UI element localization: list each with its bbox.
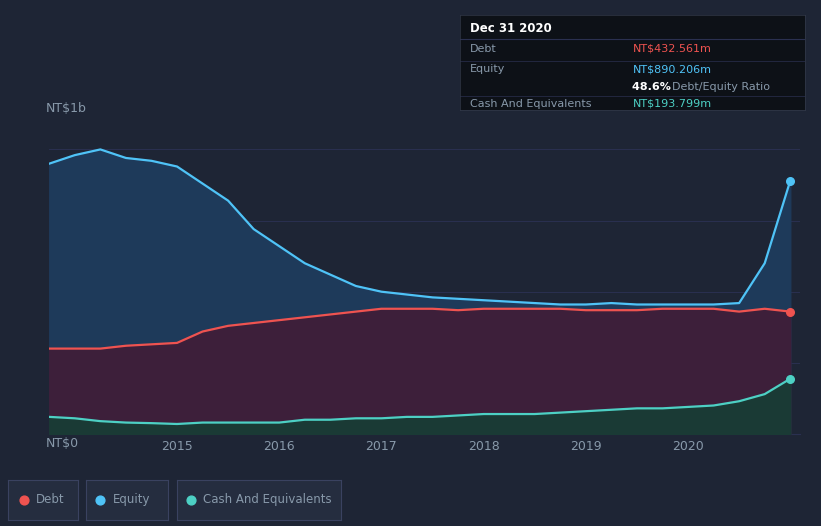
Point bbox=[784, 177, 797, 185]
Text: NT$1b: NT$1b bbox=[45, 102, 86, 115]
Point bbox=[784, 375, 797, 383]
Text: Equity: Equity bbox=[112, 493, 150, 507]
Text: Cash And Equivalents: Cash And Equivalents bbox=[470, 98, 592, 108]
Text: Cash And Equivalents: Cash And Equivalents bbox=[203, 493, 332, 507]
Text: NT$0: NT$0 bbox=[45, 437, 79, 450]
Text: NT$432.561m: NT$432.561m bbox=[632, 44, 711, 54]
Point bbox=[784, 307, 797, 316]
Text: 48.6%: 48.6% bbox=[632, 83, 675, 93]
Point bbox=[17, 495, 30, 504]
Text: NT$193.799m: NT$193.799m bbox=[632, 98, 712, 108]
Text: NT$890.206m: NT$890.206m bbox=[632, 64, 712, 74]
Text: Debt/Equity Ratio: Debt/Equity Ratio bbox=[672, 83, 770, 93]
Text: Debt: Debt bbox=[470, 44, 497, 54]
Text: Dec 31 2020: Dec 31 2020 bbox=[470, 22, 552, 35]
Point bbox=[94, 495, 107, 504]
Text: Debt: Debt bbox=[36, 493, 65, 507]
Point bbox=[185, 495, 198, 504]
Text: Equity: Equity bbox=[470, 64, 506, 74]
